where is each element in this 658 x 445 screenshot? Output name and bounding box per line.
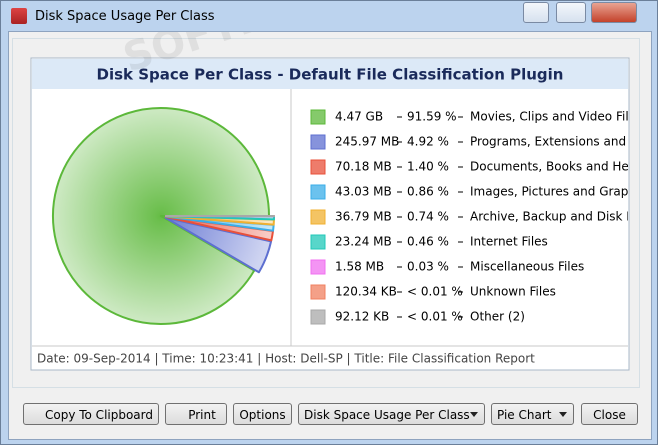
- footer-text: Date: 09-Sep-2014 | Time: 10:23:41 | Hos…: [37, 352, 535, 366]
- print-button[interactable]: Print: [165, 403, 227, 425]
- legend-label: Internet Files: [470, 235, 548, 249]
- legend-label: Movies, Clips and Video Files: [470, 110, 642, 124]
- maximize-button[interactable]: [556, 2, 586, 23]
- size-label: 4.47 GB: [335, 110, 383, 124]
- legend-swatch: [310, 259, 326, 275]
- legend-swatch: [310, 159, 326, 175]
- legend-swatch: [310, 109, 326, 125]
- pie-slice: [164, 216, 273, 274]
- legend-label: Archive, Backup and Disk Images: [470, 210, 649, 224]
- value-label: 1.40 %: [407, 160, 449, 174]
- size-label: 43.03 MB: [335, 185, 392, 199]
- legend-swatch: [310, 184, 326, 200]
- value-label: 0.86 %: [407, 185, 449, 199]
- pie-slice: [52, 107, 270, 325]
- size-label: 70.18 MB: [335, 160, 392, 174]
- legend-label: Unknown Files: [470, 285, 556, 299]
- chart: Disk Space Per Class - Default File Clas…: [30, 32, 649, 371]
- chart-type-dropdown[interactable]: Pie Chart: [491, 403, 574, 425]
- value-label: 91.59 %: [407, 110, 457, 124]
- size-label: 245.97 MB: [335, 135, 399, 149]
- legend-swatch: [310, 284, 326, 300]
- options-button[interactable]: Options: [233, 403, 292, 425]
- value-label: 0.46 %: [407, 235, 449, 249]
- value-label: 4.92 %: [407, 135, 449, 149]
- chart-header: [32, 59, 628, 89]
- size-label: 92.12 KB: [335, 310, 389, 324]
- size-label: 120.34 KB: [335, 285, 397, 299]
- chart-title: Disk Space Per Class - Default File Clas…: [97, 66, 564, 84]
- minimize-button[interactable]: [523, 2, 549, 23]
- legend: 4.47 GB 91.59 % Movies, Clips and Video Fi…: [310, 109, 649, 325]
- size-label: 1.58 MB: [335, 260, 384, 274]
- value-label: < 0.01 %: [407, 310, 463, 324]
- legend-swatch: [310, 134, 326, 150]
- legend-label: Other (2): [470, 310, 525, 324]
- legend-label: Miscellaneous Files: [470, 260, 584, 274]
- app-icon: [11, 8, 27, 24]
- close-window-button[interactable]: [591, 2, 637, 23]
- legend-swatch: [310, 234, 326, 250]
- legend-label: Documents, Books and Help Files: [470, 160, 649, 174]
- window-title: Disk Space Usage Per Class: [35, 9, 215, 24]
- view-dropdown[interactable]: Disk Space Usage Per Class: [298, 403, 485, 425]
- value-label: 0.74 %: [407, 210, 449, 224]
- legend-swatch: [310, 209, 326, 225]
- size-label: 23.24 MB: [335, 235, 392, 249]
- client-area: Disk Space Per Class - Default File Clas…: [8, 31, 652, 440]
- value-label: < 0.01 %: [407, 285, 463, 299]
- chart-group: [12, 38, 640, 388]
- title-bar: Disk Space Usage Per Class: [1, 1, 657, 31]
- legend-swatch: [310, 309, 326, 325]
- close-button[interactable]: Close: [581, 403, 638, 425]
- legend-label: Programs, Extensions and Scripts: [470, 135, 649, 149]
- value-label: 0.03 %: [407, 260, 449, 274]
- legend-label: Images, Pictures and Graphics: [470, 185, 649, 199]
- copy-button[interactable]: Copy To Clipboard: [23, 403, 159, 425]
- size-label: 36.79 MB: [335, 210, 392, 224]
